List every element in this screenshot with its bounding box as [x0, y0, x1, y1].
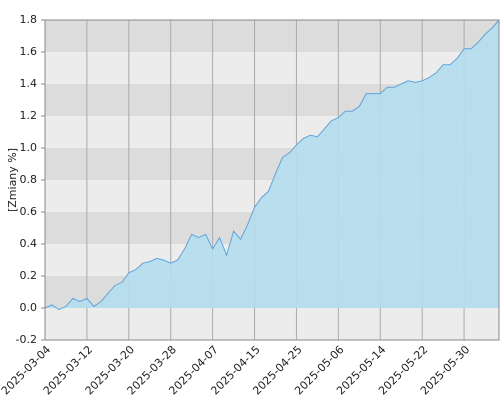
y-tick-label: 1.6	[20, 45, 38, 58]
y-tick-label: 1.2	[20, 109, 38, 122]
y-tick-label: 1.8	[20, 13, 38, 26]
y-tick-label: 0.6	[20, 205, 38, 218]
grid-band	[45, 20, 499, 52]
y-tick-label: 1.0	[20, 141, 38, 154]
area	[45, 20, 499, 310]
y-axis-label: [Zmiany %]	[6, 148, 19, 212]
y-tick-label: 0.8	[20, 173, 38, 186]
y-tick-label: 1.4	[20, 77, 38, 90]
grid-band	[45, 308, 499, 340]
plot-frame	[44, 19, 500, 341]
y-tick-label: -0.2	[16, 333, 37, 346]
y-tick-label: 0.0	[20, 301, 38, 314]
grid-band	[45, 52, 499, 84]
line	[44, 19, 500, 311]
y-tick-label: 0.4	[20, 237, 38, 250]
y-tick-label: 0.2	[20, 269, 38, 282]
